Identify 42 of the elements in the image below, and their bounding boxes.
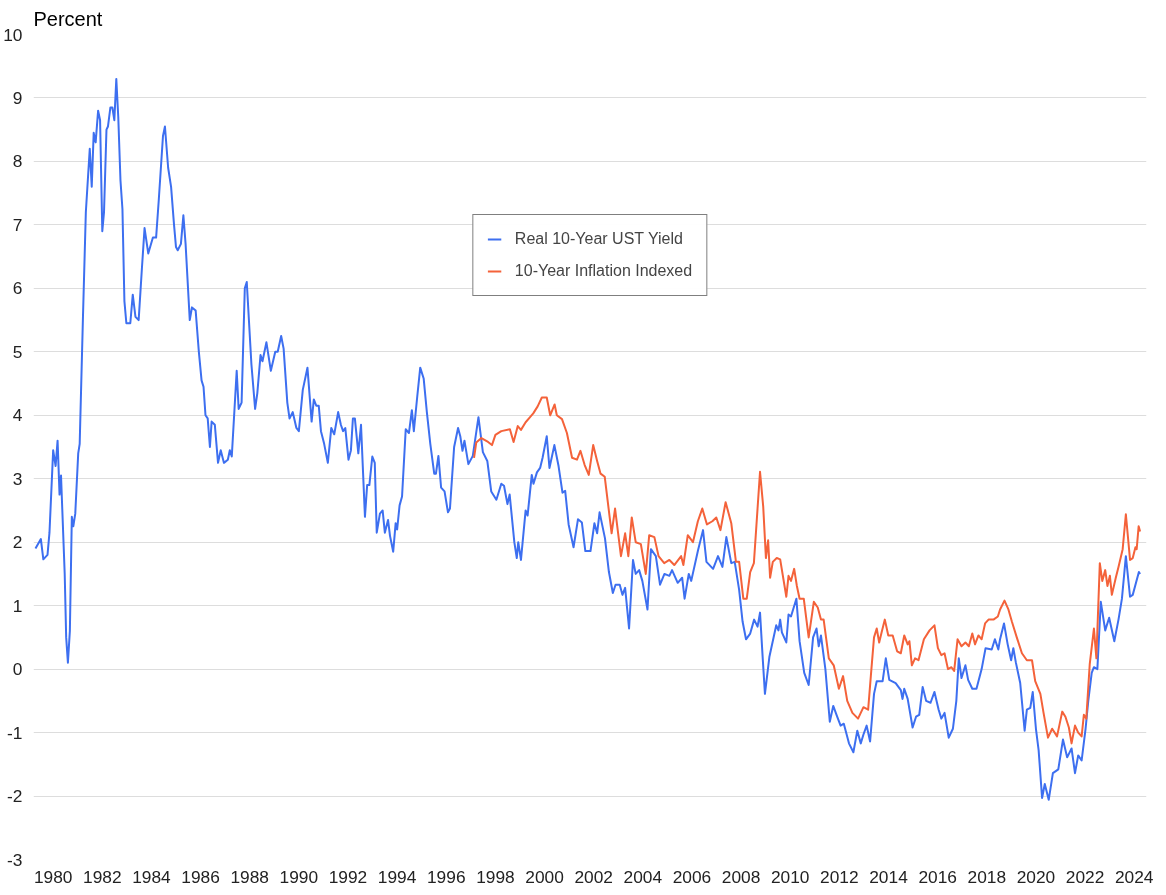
legend-label: Real 10-Year UST Yield [514,230,683,248]
y-tick-label: -2 [7,786,23,807]
y-tick-label: 1 [12,595,23,616]
y-tick-label: 3 [12,468,23,489]
x-tick-label: 2012 [820,866,859,887]
x-tick-label: 1994 [377,866,417,887]
x-tick-label: 2008 [721,866,761,887]
x-tick-label: 2006 [672,866,712,887]
y-tick-label: 2 [12,532,23,553]
x-tick-label: 2016 [918,866,957,887]
x-tick-label: 2014 [869,866,909,887]
x-tick-label: 2024 [1114,866,1154,887]
y-tick-label: -1 [7,722,23,743]
x-tick-label: 1980 [33,866,73,887]
y-tick-label: 5 [12,341,23,362]
y-tick-label: -3 [7,849,23,870]
x-tick-label: 1984 [132,866,172,887]
x-tick-label: 1990 [279,866,319,887]
x-tick-label: 2010 [770,866,810,887]
x-tick-label: 1992 [328,866,368,887]
y-tick-label: 7 [12,214,23,235]
line-series [34,77,1142,801]
line-series [473,396,1142,745]
x-tick-label: 2022 [1065,866,1105,887]
y-tick-label: 10 [3,24,23,45]
y-tick-label: 9 [12,87,23,108]
y-tick-label: 0 [12,659,23,680]
x-tick-label: 2020 [1016,866,1056,887]
legend-label: 10-Year Inflation Indexed [514,262,693,280]
y-axis-title: Percent [33,7,103,30]
y-tick-label: 6 [12,278,23,299]
x-tick-label: 2000 [525,866,564,887]
x-tick-label: 1986 [181,866,220,887]
x-tick-label: 1988 [230,866,269,887]
x-tick-label: 2018 [967,866,1007,887]
x-tick-label: 2002 [574,866,613,887]
x-tick-label: 1982 [83,866,122,887]
x-tick-label: 2004 [623,866,663,887]
y-tick-label: 8 [12,151,23,172]
y-tick-label: 4 [12,405,23,426]
x-tick-label: 1996 [426,866,466,887]
x-tick-label: 1998 [476,866,515,887]
